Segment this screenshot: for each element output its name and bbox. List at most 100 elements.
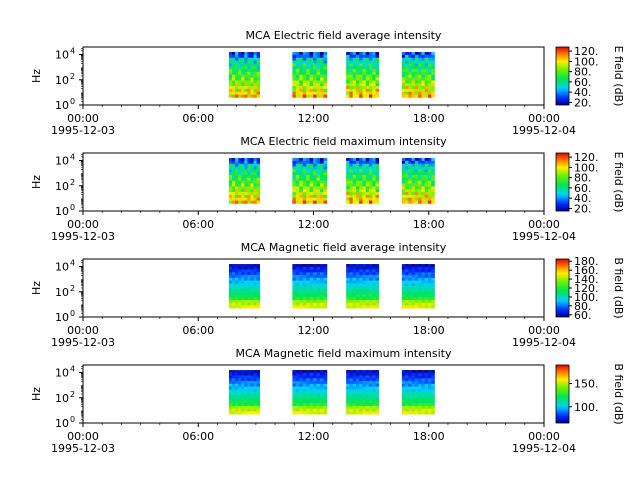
colorbar-tick-label: 100.	[574, 161, 599, 174]
colorbar-tick-label: 60.	[574, 76, 592, 89]
colorbar-tick-label: 120.	[574, 45, 599, 58]
x-tick-label: 12:00	[298, 430, 330, 443]
x-tick-label: 18:00	[413, 112, 445, 125]
colorbar-tick-label: 100.	[574, 55, 599, 68]
x-tick-label: 06:00	[182, 218, 214, 231]
colorbar-label: B field (dB)	[612, 363, 625, 424]
y-tick-label: 10	[55, 205, 69, 218]
y-tick-label: 10	[55, 286, 69, 299]
x-tick-label: 00:00	[67, 430, 99, 443]
y-tick-label: 10	[55, 99, 69, 112]
x-tick-label: 12:00	[298, 112, 330, 125]
x-tick-label: 06:00	[182, 324, 214, 337]
colorbar-label: B field (dB)	[612, 257, 625, 318]
y-tick-exponent: 0	[70, 309, 75, 318]
spectrogram-block	[292, 264, 328, 309]
spectrogram-block	[346, 264, 380, 309]
x-date-label: 1995-12-03	[51, 230, 115, 243]
colorbar-tick-label: 100.	[574, 401, 599, 414]
y-tick-label: 10	[55, 261, 69, 274]
spectrogram-block	[401, 158, 435, 204]
y-tick-exponent: 0	[70, 203, 75, 212]
x-tick-label: 00:00	[528, 112, 560, 125]
y-tick-label: 10	[55, 180, 69, 193]
y-tick-label: 10	[55, 49, 69, 62]
colorbar-tick-label: 20.	[574, 202, 592, 215]
x-date-label: 1995-12-03	[51, 124, 115, 137]
colorbar-tick-label: 80.	[574, 66, 592, 79]
y-tick-label: 10	[55, 311, 69, 324]
x-date-label: 1995-12-03	[51, 442, 115, 455]
colorbar: 60.80.100.120.140.160.180. B field (dB)	[555, 255, 625, 322]
y-tick-exponent: 2	[70, 390, 75, 399]
spectrogram-block	[292, 370, 328, 415]
panel-1: MCA Electric field average intensity Hz 10…	[30, 29, 625, 137]
colorbar: 100. 150. B field (dB)	[555, 363, 625, 425]
colorbar-label: E field (dB)	[612, 152, 625, 213]
x-tick-label: 00:00	[528, 430, 560, 443]
spectrogram-block	[401, 52, 435, 98]
spectrogram-block	[228, 52, 261, 98]
x-date-label: 1995-12-04	[512, 336, 576, 349]
y-axis-label: Hz	[30, 387, 43, 401]
spectrogram-block	[401, 264, 435, 309]
x-tick-label: 00:00	[67, 324, 99, 337]
spectrogram-block	[228, 264, 261, 309]
colorbar-tick-label: 60.	[574, 182, 592, 195]
x-tick-label: 06:00	[182, 112, 214, 125]
panel-4: MCA Magnetic field maximum intensity Hz 10…	[30, 347, 625, 455]
x-date-label: 1995-12-03	[51, 336, 115, 349]
y-tick-label: 10	[55, 392, 69, 405]
colorbar-tick-label: 20.	[574, 96, 592, 109]
spectrogram-block	[292, 52, 328, 98]
panel-title: MCA Magnetic field average intensity	[241, 241, 447, 254]
y-tick-exponent: 0	[70, 415, 75, 424]
spectrogram-block	[292, 158, 328, 204]
x-tick-label: 00:00	[528, 218, 560, 231]
y-tick-exponent: 0	[70, 97, 75, 106]
x-tick-label: 00:00	[67, 112, 99, 125]
colorbar-label: E field (dB)	[612, 46, 625, 107]
colorbar-tick-label: 60.	[574, 309, 592, 322]
spectrogram-block	[228, 158, 261, 204]
y-tick-label: 10	[55, 74, 69, 87]
y-tick-exponent: 4	[70, 259, 75, 268]
y-tick-exponent: 4	[70, 47, 75, 56]
x-tick-label: 18:00	[413, 324, 445, 337]
colorbar: 20.40.60.80.100.120. E field (dB)	[555, 151, 625, 215]
colorbar-tick-label: 120.	[574, 151, 599, 164]
x-tick-label: 12:00	[298, 324, 330, 337]
colorbar-tick-label: 180.	[574, 255, 599, 268]
panel-title: MCA Magnetic field maximum intensity	[236, 347, 452, 360]
y-tick-label: 10	[55, 367, 69, 380]
panel-title: MCA Electric field maximum intensity	[240, 135, 447, 148]
colorbar-tick-label: 80.	[574, 172, 592, 185]
spectrogram-block	[346, 158, 380, 204]
x-tick-label: 18:00	[413, 430, 445, 443]
y-axis-label: Hz	[30, 281, 43, 295]
colorbar-tick-label: 160.	[574, 264, 599, 277]
colorbar-tick-label: 100.	[574, 291, 599, 304]
colorbar-tick-label: 40.	[574, 86, 592, 99]
colorbar-tick-label: 120.	[574, 282, 599, 295]
y-tick-label: 10	[55, 417, 69, 430]
panel-3: MCA Magnetic field average intensity Hz 10…	[30, 241, 625, 349]
y-axis-label: Hz	[30, 175, 43, 189]
y-tick-exponent: 2	[70, 178, 75, 187]
spectrogram-block	[346, 370, 380, 415]
x-tick-label: 12:00	[298, 218, 330, 231]
y-tick-label: 10	[55, 155, 69, 168]
colorbar-tick-label: 80.	[574, 300, 592, 313]
colorbar-tick-label: 140.	[574, 273, 599, 286]
x-tick-label: 00:00	[67, 218, 99, 231]
spectrogram-block	[228, 370, 261, 415]
colorbar-tick-label: 150.	[574, 378, 599, 391]
spectrogram-block	[401, 370, 435, 415]
x-tick-label: 00:00	[528, 324, 560, 337]
colorbar-tick-label: 40.	[574, 192, 592, 205]
y-axis-label: Hz	[30, 69, 43, 83]
spectrogram-block	[346, 52, 380, 98]
panel-2: MCA Electric field maximum intensity Hz 10…	[30, 135, 625, 243]
x-tick-label: 06:00	[182, 430, 214, 443]
